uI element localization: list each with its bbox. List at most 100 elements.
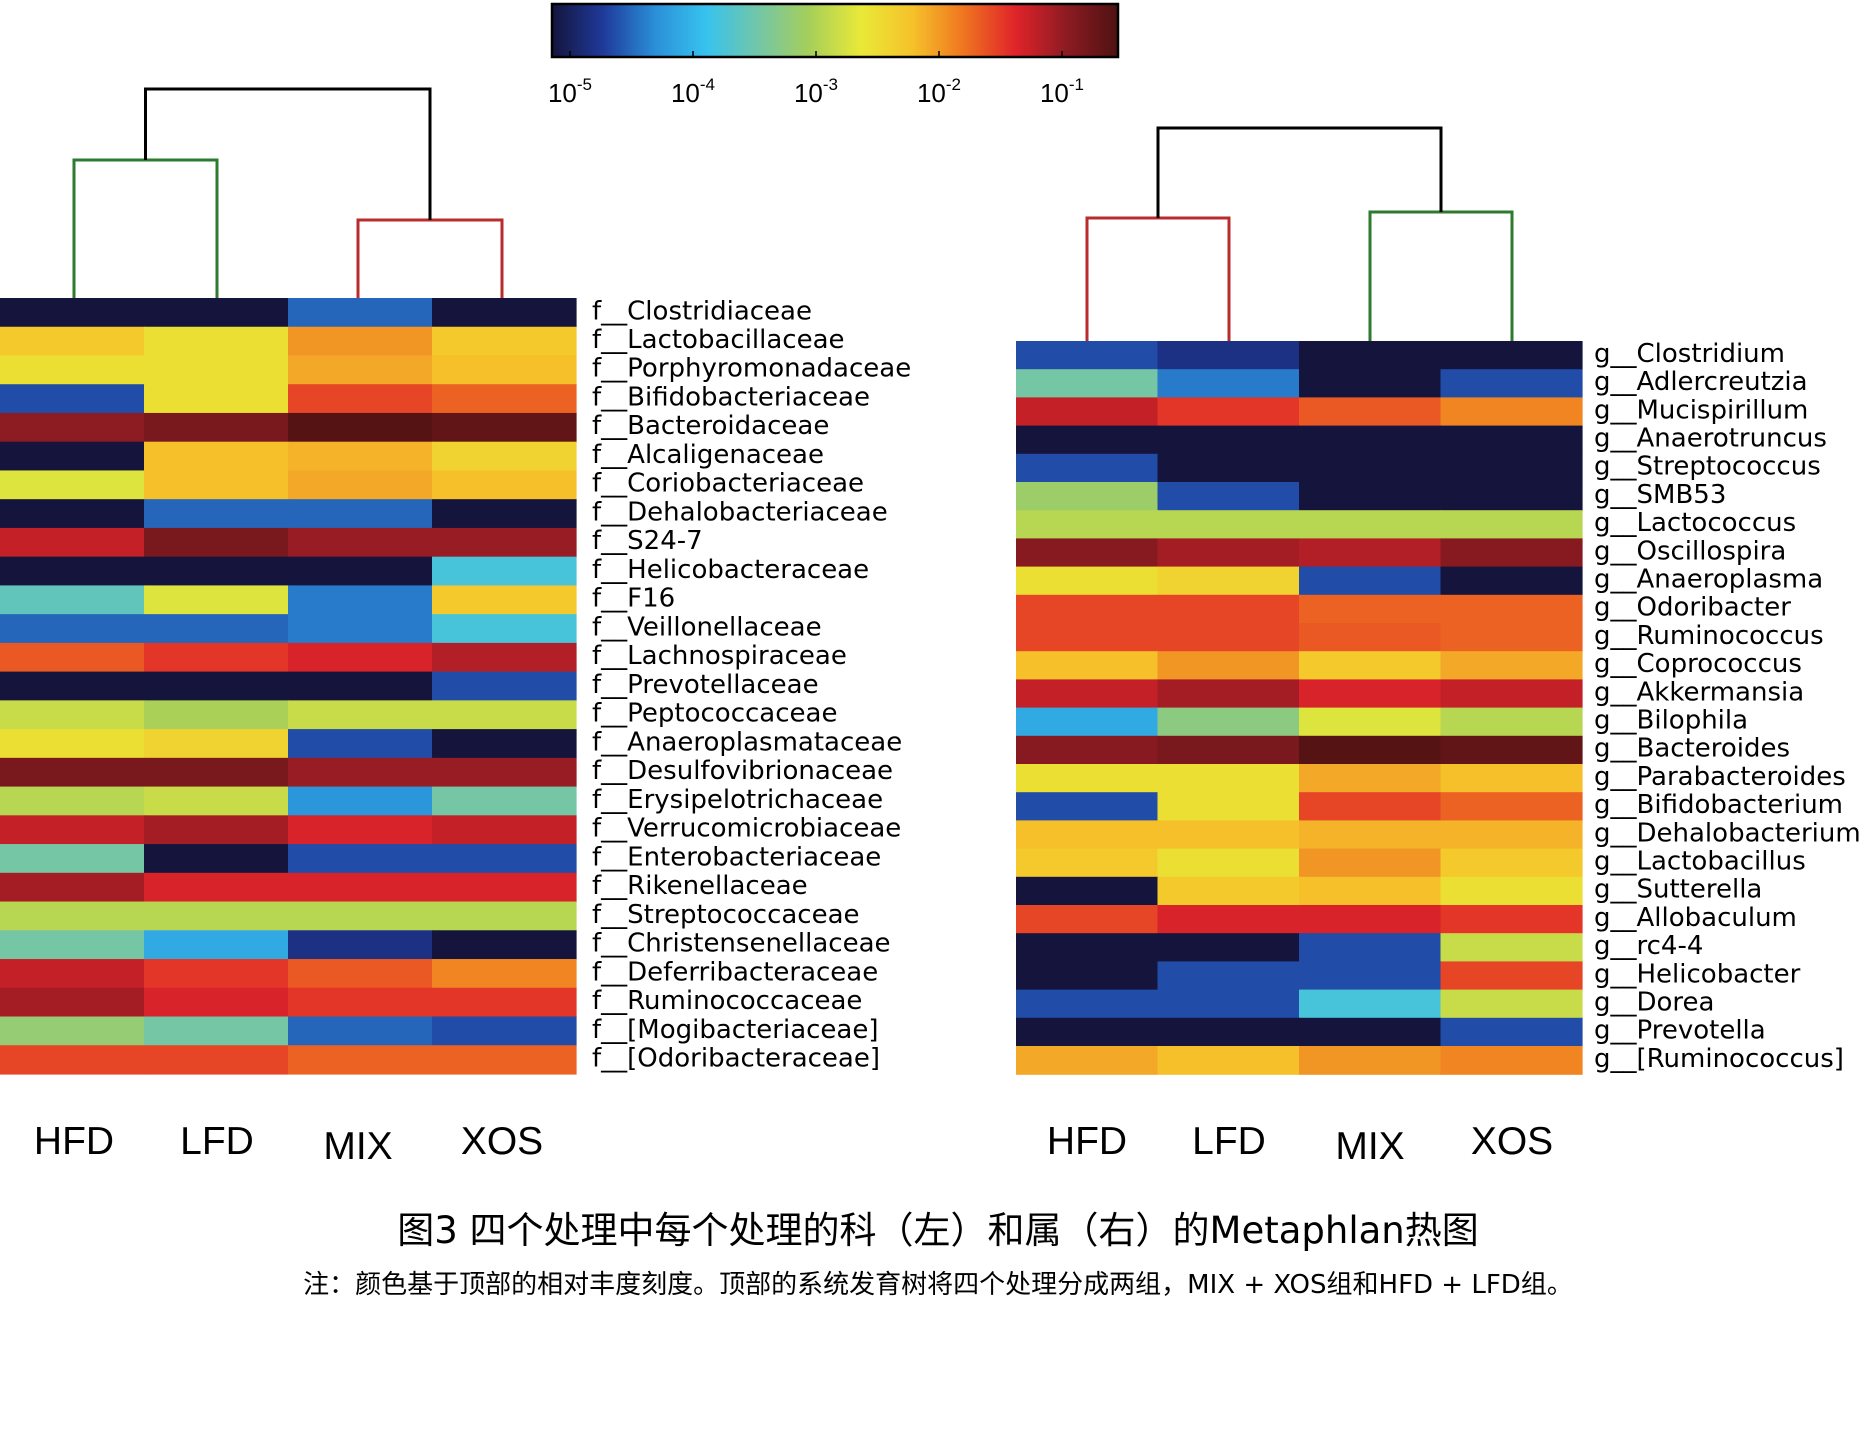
heatmap-cell — [288, 987, 433, 1018]
row-label: f__Streptococcaceae — [592, 900, 860, 930]
heatmap-cells — [1016, 341, 1583, 1075]
column-labels: HFD LFD MIX XOS — [1047, 1120, 1553, 1168]
heatmap-cell — [144, 901, 289, 931]
heatmap-cell — [1440, 566, 1583, 596]
heatmap-cell — [1157, 961, 1300, 991]
row-label: g__Lactococcus — [1594, 508, 1796, 538]
heatmap-cell — [432, 470, 577, 500]
heatmap-cell — [144, 499, 289, 529]
heatmap-cell — [432, 872, 577, 903]
dendrogram-root — [1156, 126, 1443, 218]
heatmap-cell — [432, 1016, 577, 1046]
heatmap-cell — [1157, 369, 1300, 398]
heatmap-cell — [288, 729, 433, 759]
heatmap-cell — [0, 815, 145, 845]
heatmap-cell — [1157, 594, 1300, 624]
heatmap-cell — [1016, 933, 1159, 962]
heatmap-cell — [1299, 933, 1442, 962]
heatmap-cell — [1016, 905, 1159, 934]
heatmap-cell — [1157, 482, 1300, 511]
row-label: f__Peptococcaceae — [592, 699, 837, 729]
heatmap-cell — [288, 527, 433, 558]
heatmap-cell — [144, 930, 289, 960]
heatmap-cell — [1157, 397, 1300, 427]
row-label: f__Lachnospiraceae — [592, 641, 847, 671]
row-label: f__Anaeroplasmataceae — [592, 727, 902, 757]
heatmap-cell — [1299, 820, 1442, 850]
heatmap-cell — [0, 959, 145, 989]
heatmap-cell — [1016, 651, 1159, 680]
heatmap-cell — [0, 326, 145, 357]
column-label: XOS — [461, 1120, 543, 1163]
heatmap-cell — [1157, 341, 1300, 370]
heatmap-cell — [1016, 764, 1159, 793]
heatmap-cell — [0, 355, 145, 385]
heatmap-cell — [144, 527, 289, 558]
heatmap-cell — [1157, 933, 1300, 962]
heatmap-cell — [1440, 735, 1583, 765]
heatmap-cell — [0, 585, 145, 615]
heatmap-cell — [1299, 623, 1442, 652]
row-label: g__[Ruminococcus] — [1594, 1044, 1844, 1074]
heatmap-cell — [144, 959, 289, 989]
heatmap-cell — [432, 499, 577, 529]
heatmap-cell — [0, 1016, 145, 1046]
heatmap-cell — [1016, 820, 1159, 850]
heatmap-cell — [288, 585, 433, 615]
heatmap-cell — [1016, 482, 1159, 511]
heatmap-cell — [432, 815, 577, 845]
heatmap-cell — [432, 901, 577, 931]
heatmap-cell — [1440, 679, 1583, 709]
heatmap-cell — [0, 671, 145, 701]
heatmap-cell — [1440, 1017, 1583, 1047]
heatmap-cell — [1299, 1046, 1442, 1075]
dendrogram — [72, 87, 504, 298]
heatmap-cell — [1299, 453, 1442, 483]
heatmap-cell — [144, 872, 289, 903]
dendrogram — [1085, 126, 1514, 341]
row-label: g__Lactobacillus — [1594, 846, 1806, 876]
heatmap-cell — [1016, 538, 1159, 568]
heatmap-cell — [288, 815, 433, 845]
heatmap-cell — [1157, 848, 1300, 878]
dendrogram-root — [144, 87, 432, 220]
colorbar-gradient — [550, 2, 1120, 59]
heatmap-cell — [1157, 905, 1300, 934]
heatmap-cell — [144, 844, 289, 874]
column-label: LFD — [1192, 1120, 1266, 1163]
row-label: g__Helicobacter — [1594, 959, 1801, 989]
heatmap-cell — [1016, 453, 1159, 483]
heatmap-cell — [1016, 1046, 1159, 1075]
heatmap-cell — [432, 556, 577, 586]
heatmap-cell — [1157, 566, 1300, 596]
heatmap-cell — [0, 930, 145, 960]
row-label: f__Erysipelotrichaceae — [592, 785, 883, 815]
row-label: g__Odoribacter — [1594, 593, 1791, 623]
heatmap-cell — [288, 844, 433, 874]
colorbar-tick-label: 10-3 — [794, 75, 838, 108]
row-label: f__Prevotellaceae — [592, 670, 819, 700]
heatmap-cell — [1016, 876, 1159, 906]
heatmap-cell — [288, 642, 433, 673]
row-label: f__Porphyromonadaceae — [592, 354, 911, 384]
heatmap-cell — [0, 412, 145, 443]
heatmap-cell — [1157, 820, 1300, 850]
heatmap-cell — [144, 556, 289, 586]
figure-caption-title: 图3 四个处理中每个处理的科（左）和属（右）的Metaphlan热图 — [397, 1209, 1479, 1252]
heatmap-cell — [432, 384, 577, 414]
column-label: LFD — [180, 1120, 254, 1163]
heatmap-cell — [1440, 848, 1583, 878]
heatmap-cell — [0, 757, 145, 788]
row-labels: g__Clostridiumg__Adlercreutziag__Mucispi… — [1594, 339, 1861, 1074]
row-label: f__[Mogibacteriaceae] — [592, 1015, 879, 1045]
heatmap-cell — [1440, 876, 1583, 906]
heatmap-cell — [0, 642, 145, 673]
dendrogram-branch — [72, 158, 219, 298]
row-label: f__F16 — [592, 584, 675, 614]
row-labels: f__Clostridiaceaef__Lactobacillaceaef__P… — [592, 296, 911, 1073]
heatmap-cell — [1440, 623, 1583, 652]
heatmap-cell — [1157, 538, 1300, 568]
heatmap-cell — [144, 585, 289, 615]
heatmap-cell — [1016, 989, 1159, 1019]
heatmap-cell — [288, 326, 433, 357]
